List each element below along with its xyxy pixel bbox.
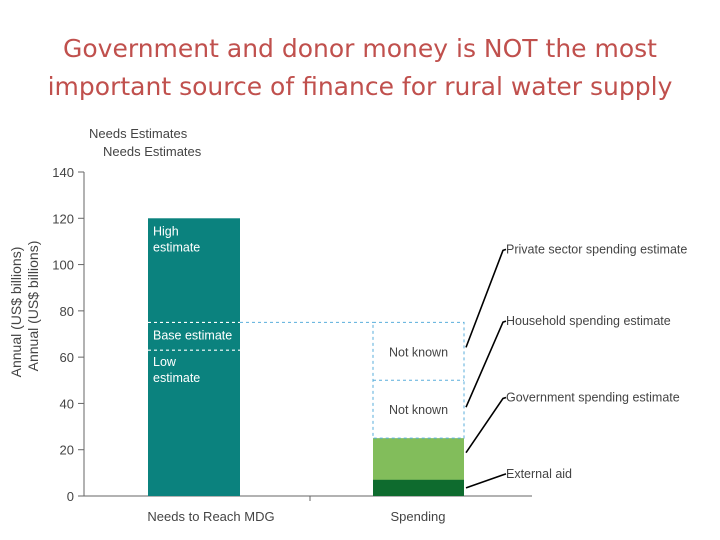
needs-bar (148, 218, 240, 497)
annotation-label: Private sector spending estimate (506, 242, 687, 256)
y-tick-label: 80 (60, 304, 74, 319)
not-known-label-private: Not known (389, 345, 448, 359)
annotation-label: External aid (506, 467, 572, 481)
slide-title: Government and donor money is NOT the mo… (0, 30, 720, 106)
annotation-leader-line (465, 473, 507, 489)
y-tick-label: 20 (60, 443, 74, 458)
low-estimate-label-line-2: estimate (153, 371, 200, 385)
y-axis-label-shadow: Annual (US$ billions) (25, 241, 41, 372)
y-tick-label: 60 (60, 350, 74, 365)
y-axis-label: Annual (US$ billions) (8, 247, 24, 378)
y-tick-label: 120 (52, 211, 74, 226)
chart-title-shadow: Needs Estimates (103, 144, 202, 159)
slide-title-line-2: important source of finance for rural wa… (47, 72, 673, 101)
annotation-label: Household spending estimate (506, 314, 671, 328)
y-tick-label: 0 (67, 489, 74, 504)
annotation-label: Government spending estimate (506, 390, 680, 404)
not-known-label-household: Not known (389, 403, 448, 417)
y-tick-label: 40 (60, 396, 74, 411)
bar-layer: High estimate Base estimate Low estimate Not … (148, 218, 465, 497)
slide-title-line-1: Government and donor money is NOT the mo… (63, 34, 657, 63)
y-tick-label: 100 (52, 258, 74, 273)
annotation-leader-line (465, 320, 507, 408)
x-category-label: Spending (391, 509, 446, 524)
annotation-leader-line (465, 396, 507, 454)
high-estimate-label-line-2: estimate (153, 240, 200, 254)
base-estimate-label: Base estimate (153, 328, 232, 342)
annotation-leader-line (465, 248, 507, 348)
y-tick-label: 140 (52, 165, 74, 180)
low-estimate-label-line-1: Low (153, 355, 177, 369)
external-aid-segment (373, 479, 464, 496)
x-category-label: Needs to Reach MDG (147, 509, 274, 524)
axis-layer: 0 20 40 60 80 100 120 140 Needs to Reach MDG Spen… (52, 165, 532, 524)
annotation-layer: Private sector spending estimate Househol… (465, 242, 687, 489)
high-estimate-label-line-1: High (153, 224, 179, 238)
chart-title: Needs Estimates (89, 126, 188, 141)
